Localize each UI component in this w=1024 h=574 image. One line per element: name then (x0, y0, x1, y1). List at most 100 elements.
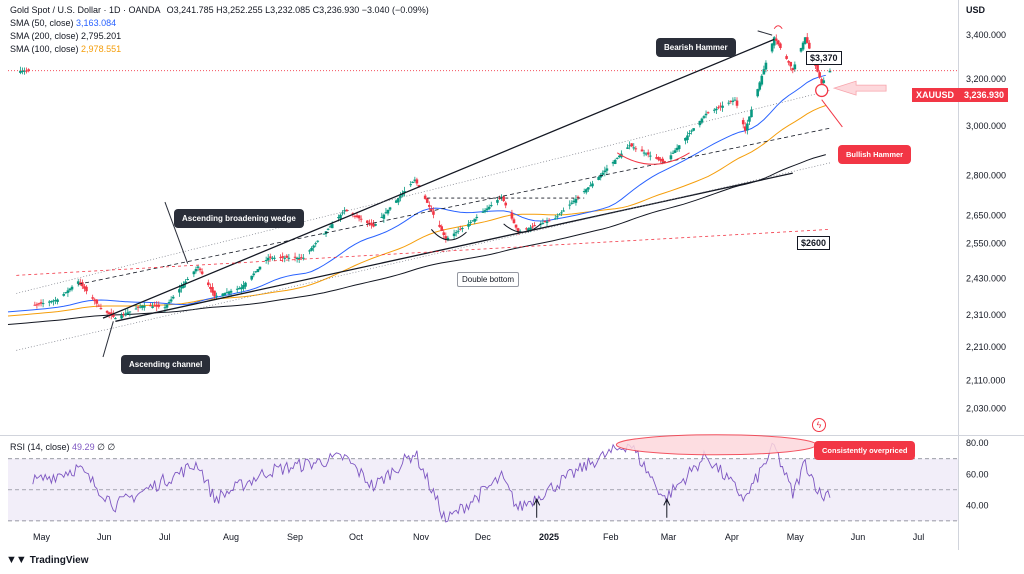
sma50-label: SMA (50, close) (10, 18, 74, 28)
candle-body (669, 155, 673, 160)
candle-body (411, 181, 415, 183)
candle-body (452, 233, 456, 237)
candle-body (182, 284, 185, 288)
candle-body (820, 79, 823, 84)
candle-body (803, 37, 807, 44)
candle-body (211, 287, 214, 293)
candle-body (295, 257, 299, 260)
x-tick-label: Jun (851, 532, 866, 542)
x-tick-label: May (787, 532, 805, 542)
candle-body (345, 209, 348, 212)
candle-body (357, 215, 361, 219)
candle-body (328, 226, 332, 228)
footer-brand[interactable]: ▼▼ TradingView (6, 554, 89, 566)
rsi-tick-label: 40.00 (966, 500, 989, 510)
candle-body (413, 179, 417, 181)
candle-body (225, 292, 229, 294)
candle-body (85, 286, 88, 292)
candle-body (353, 215, 357, 217)
candle-body (432, 211, 435, 215)
candle-body (485, 208, 489, 210)
channel-note[interactable]: Ascending channel (121, 355, 211, 374)
candle-body (169, 299, 173, 302)
bullish-hammer-note[interactable]: Bullish Hammer (838, 145, 912, 164)
candle-body (801, 42, 805, 50)
candle-body (700, 118, 704, 123)
candle-body (603, 170, 607, 173)
candle-body (50, 301, 53, 303)
sma200-value: 2,795.201 (81, 31, 122, 41)
candle-body (729, 100, 733, 102)
candle-body (642, 152, 646, 154)
sma200-line (7, 154, 826, 325)
candle-body (213, 290, 216, 297)
candle-body (560, 212, 563, 214)
level-2600-label[interactable]: $2600 (797, 236, 831, 250)
price-tick-label: 2,030.000 (966, 404, 1006, 414)
candle-body (717, 107, 720, 109)
lightning-icon[interactable]: ϟ (812, 418, 826, 432)
wedge-note[interactable]: Ascending broadening wedge (174, 209, 304, 228)
wedge-pointer (164, 201, 189, 264)
candle-body (266, 257, 270, 261)
candle-body (109, 312, 113, 316)
candle-body (686, 135, 689, 141)
double-bottom-arc-2 (503, 223, 542, 233)
bearish-hammer-note[interactable]: Bearish Hammer (656, 38, 736, 57)
candle-body (632, 147, 636, 149)
candle-body (558, 214, 561, 216)
candle-body (417, 185, 421, 188)
candle-body (62, 294, 66, 296)
candle-body (721, 105, 724, 108)
last-price-tag: XAUUSD 3,236.930 (912, 88, 1009, 102)
candle-body (727, 102, 731, 104)
rsi-legend: RSI (14, close) 49.29 ∅ ∅ (10, 442, 115, 453)
candle-body (252, 273, 256, 276)
channel-lower-line (16, 162, 831, 351)
sma100-legend: SMA (100, close) 2,978.551 (10, 43, 429, 56)
x-tick-label: Jul (913, 532, 925, 542)
candle-body (27, 69, 30, 71)
currency-label[interactable]: USD (966, 5, 986, 15)
x-tick-label: Apr (725, 532, 739, 542)
rsi-tick-label: 60.00 (966, 469, 989, 479)
candle-body (341, 212, 344, 214)
candle-body (648, 155, 652, 157)
candle-body (698, 120, 702, 126)
candle-body (95, 299, 99, 304)
candle-body (510, 212, 514, 219)
double-bottom-note[interactable]: Double bottom (457, 272, 520, 287)
candle-body (99, 308, 103, 310)
x-tick-label: Sep (287, 532, 303, 542)
candle-body (543, 220, 547, 223)
candle-body (302, 257, 305, 259)
wedge-upper-line (102, 38, 775, 319)
candle-body (525, 228, 528, 230)
candle-body (167, 302, 171, 304)
candle-body (770, 43, 774, 52)
candle-body (541, 222, 545, 224)
candle-body (221, 293, 225, 297)
candle-body (64, 292, 68, 294)
candle-body (529, 227, 532, 230)
candle-body (576, 196, 580, 198)
candle-body (151, 306, 154, 308)
candle-body (297, 257, 301, 260)
candle-body (264, 260, 268, 262)
price-tick-label: 3,400.000 (966, 30, 1006, 40)
level-high-label[interactable]: $3,370 (806, 51, 842, 65)
candle-body (502, 196, 505, 202)
candle-body (527, 228, 530, 231)
candle-body (599, 174, 603, 178)
candle-body (601, 172, 605, 175)
candle-body (279, 257, 282, 259)
candle-body (207, 282, 210, 286)
candle-body (655, 157, 658, 159)
candle-body (97, 305, 101, 307)
x-tick-label: Feb (603, 532, 619, 542)
candle-body (628, 145, 631, 147)
candle-body (772, 37, 776, 46)
overpriced-note[interactable]: Consistently overpriced (814, 441, 916, 460)
candle-body (91, 297, 94, 299)
